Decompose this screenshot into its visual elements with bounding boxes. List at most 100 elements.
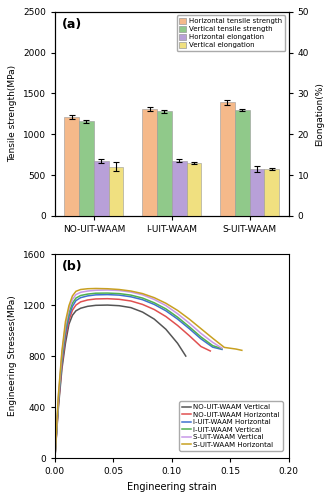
Bar: [172, 161, 187, 216]
NO-UIT-WAAM Horizontal: [53, 455, 57, 461]
I-UIT-WAAM Vertical: [152, 300, 156, 306]
I-UIT-WAAM Vertical: [86, 291, 90, 297]
NO-UIT-WAAM Vertical: [79, 306, 83, 312]
S-UIT-WAAM Vertical: [140, 292, 144, 298]
Bar: [94, 161, 109, 216]
I-UIT-WAAM Vertical: [53, 455, 57, 461]
I-UIT-WAAM Horizontal: [67, 314, 71, 320]
I-UIT-WAAM Horizontal: [74, 298, 78, 304]
S-UIT-WAAM Horizontal: [79, 286, 83, 292]
Text: (b): (b): [62, 260, 83, 273]
S-UIT-WAAM Horizontal: [106, 286, 110, 292]
I-UIT-WAAM Horizontal: [187, 326, 191, 332]
I-UIT-WAAM Vertical: [117, 290, 121, 296]
I-UIT-WAAM Horizontal: [56, 399, 60, 405]
Bar: [250, 169, 264, 216]
I-UIT-WAAM Horizontal: [86, 293, 90, 299]
NO-UIT-WAAM Horizontal: [63, 334, 67, 340]
NO-UIT-WAAM Vertical: [152, 316, 156, 322]
S-UIT-WAAM Horizontal: [56, 392, 60, 398]
S-UIT-WAAM Horizontal: [140, 290, 144, 296]
NO-UIT-WAAM Horizontal: [94, 296, 98, 302]
I-UIT-WAAM Vertical: [74, 295, 78, 301]
NO-UIT-WAAM Vertical: [184, 353, 188, 359]
Bar: [109, 167, 124, 216]
I-UIT-WAAM Vertical: [199, 334, 203, 340]
I-UIT-WAAM Horizontal: [152, 302, 156, 308]
Bar: [264, 169, 279, 216]
S-UIT-WAAM Horizontal: [164, 300, 168, 306]
NO-UIT-WAAM Horizontal: [176, 322, 180, 328]
Text: (a): (a): [62, 18, 82, 31]
NO-UIT-WAAM Vertical: [60, 366, 64, 372]
Bar: [64, 117, 79, 216]
S-UIT-WAAM Horizontal: [234, 346, 238, 352]
S-UIT-WAAM Horizontal: [53, 455, 57, 461]
S-UIT-WAAM Vertical: [60, 350, 64, 356]
Y-axis label: Tensile strength(MPa): Tensile strength(MPa): [8, 66, 17, 162]
I-UIT-WAAM Vertical: [176, 314, 180, 320]
NO-UIT-WAAM Vertical: [63, 340, 67, 346]
I-UIT-WAAM Horizontal: [70, 304, 74, 310]
NO-UIT-WAAM Horizontal: [70, 307, 74, 313]
Line: I-UIT-WAAM Vertical: I-UIT-WAAM Vertical: [55, 293, 222, 458]
S-UIT-WAAM Vertical: [187, 320, 191, 326]
NO-UIT-WAAM Horizontal: [208, 348, 212, 354]
S-UIT-WAAM Vertical: [74, 292, 78, 298]
NO-UIT-WAAM Vertical: [94, 302, 98, 308]
I-UIT-WAAM Horizontal: [79, 294, 83, 300]
Legend: NO-UIT-WAAM Vertical, NO-UIT-WAAM Horizontal, I-UIT-WAAM Horizontal, I-UIT-WAAM : NO-UIT-WAAM Vertical, NO-UIT-WAAM Horizo…: [180, 402, 283, 450]
S-UIT-WAAM Horizontal: [117, 286, 121, 292]
S-UIT-WAAM Horizontal: [60, 348, 64, 354]
I-UIT-WAAM Vertical: [79, 292, 83, 298]
NO-UIT-WAAM Vertical: [117, 302, 121, 308]
NO-UIT-WAAM Vertical: [129, 304, 133, 310]
I-UIT-WAAM Horizontal: [106, 292, 110, 298]
NO-UIT-WAAM Horizontal: [60, 362, 64, 368]
Bar: [235, 110, 250, 216]
I-UIT-WAAM Horizontal: [117, 292, 121, 298]
S-UIT-WAAM Horizontal: [129, 288, 133, 294]
I-UIT-WAAM Horizontal: [63, 330, 67, 336]
S-UIT-WAAM Vertical: [152, 296, 156, 302]
NO-UIT-WAAM Horizontal: [67, 318, 71, 324]
I-UIT-WAAM Vertical: [210, 342, 214, 348]
NO-UIT-WAAM Vertical: [70, 312, 74, 318]
I-UIT-WAAM Vertical: [140, 295, 144, 301]
NO-UIT-WAAM Vertical: [56, 404, 60, 410]
S-UIT-WAAM Horizontal: [67, 302, 71, 308]
NO-UIT-WAAM Vertical: [164, 326, 168, 332]
S-UIT-WAAM Vertical: [94, 288, 98, 294]
I-UIT-WAAM Horizontal: [210, 344, 214, 350]
S-UIT-WAAM Horizontal: [222, 344, 226, 350]
Line: S-UIT-WAAM Horizontal: S-UIT-WAAM Horizontal: [55, 288, 242, 458]
NO-UIT-WAAM Horizontal: [106, 296, 110, 302]
NO-UIT-WAAM Horizontal: [152, 306, 156, 312]
S-UIT-WAAM Horizontal: [70, 293, 74, 299]
Bar: [187, 163, 201, 216]
NO-UIT-WAAM Horizontal: [86, 297, 90, 303]
S-UIT-WAAM Vertical: [86, 288, 90, 294]
S-UIT-WAAM Horizontal: [86, 286, 90, 292]
I-UIT-WAAM Horizontal: [140, 296, 144, 302]
I-UIT-WAAM Horizontal: [199, 336, 203, 342]
S-UIT-WAAM Vertical: [63, 322, 67, 328]
NO-UIT-WAAM Horizontal: [79, 299, 83, 305]
NO-UIT-WAAM Vertical: [106, 302, 110, 308]
I-UIT-WAAM Vertical: [164, 306, 168, 312]
Y-axis label: Elongation(%): Elongation(%): [315, 82, 324, 146]
I-UIT-WAAM Horizontal: [94, 292, 98, 298]
S-UIT-WAAM Vertical: [164, 302, 168, 308]
S-UIT-WAAM Vertical: [220, 345, 224, 351]
I-UIT-WAAM Vertical: [129, 292, 133, 298]
Legend: Horizontal tensile strength, Vertical tensile strength, Horizontal elongation, V: Horizontal tensile strength, Vertical te…: [177, 16, 285, 51]
S-UIT-WAAM Horizontal: [199, 326, 203, 332]
NO-UIT-WAAM Horizontal: [129, 298, 133, 304]
NO-UIT-WAAM Vertical: [86, 304, 90, 310]
I-UIT-WAAM Vertical: [106, 290, 110, 296]
Y-axis label: Engineering Stresses(MPa): Engineering Stresses(MPa): [8, 296, 17, 416]
NO-UIT-WAAM Horizontal: [164, 314, 168, 320]
S-UIT-WAAM Horizontal: [63, 318, 67, 324]
S-UIT-WAAM Vertical: [210, 340, 214, 345]
S-UIT-WAAM Horizontal: [152, 294, 156, 300]
